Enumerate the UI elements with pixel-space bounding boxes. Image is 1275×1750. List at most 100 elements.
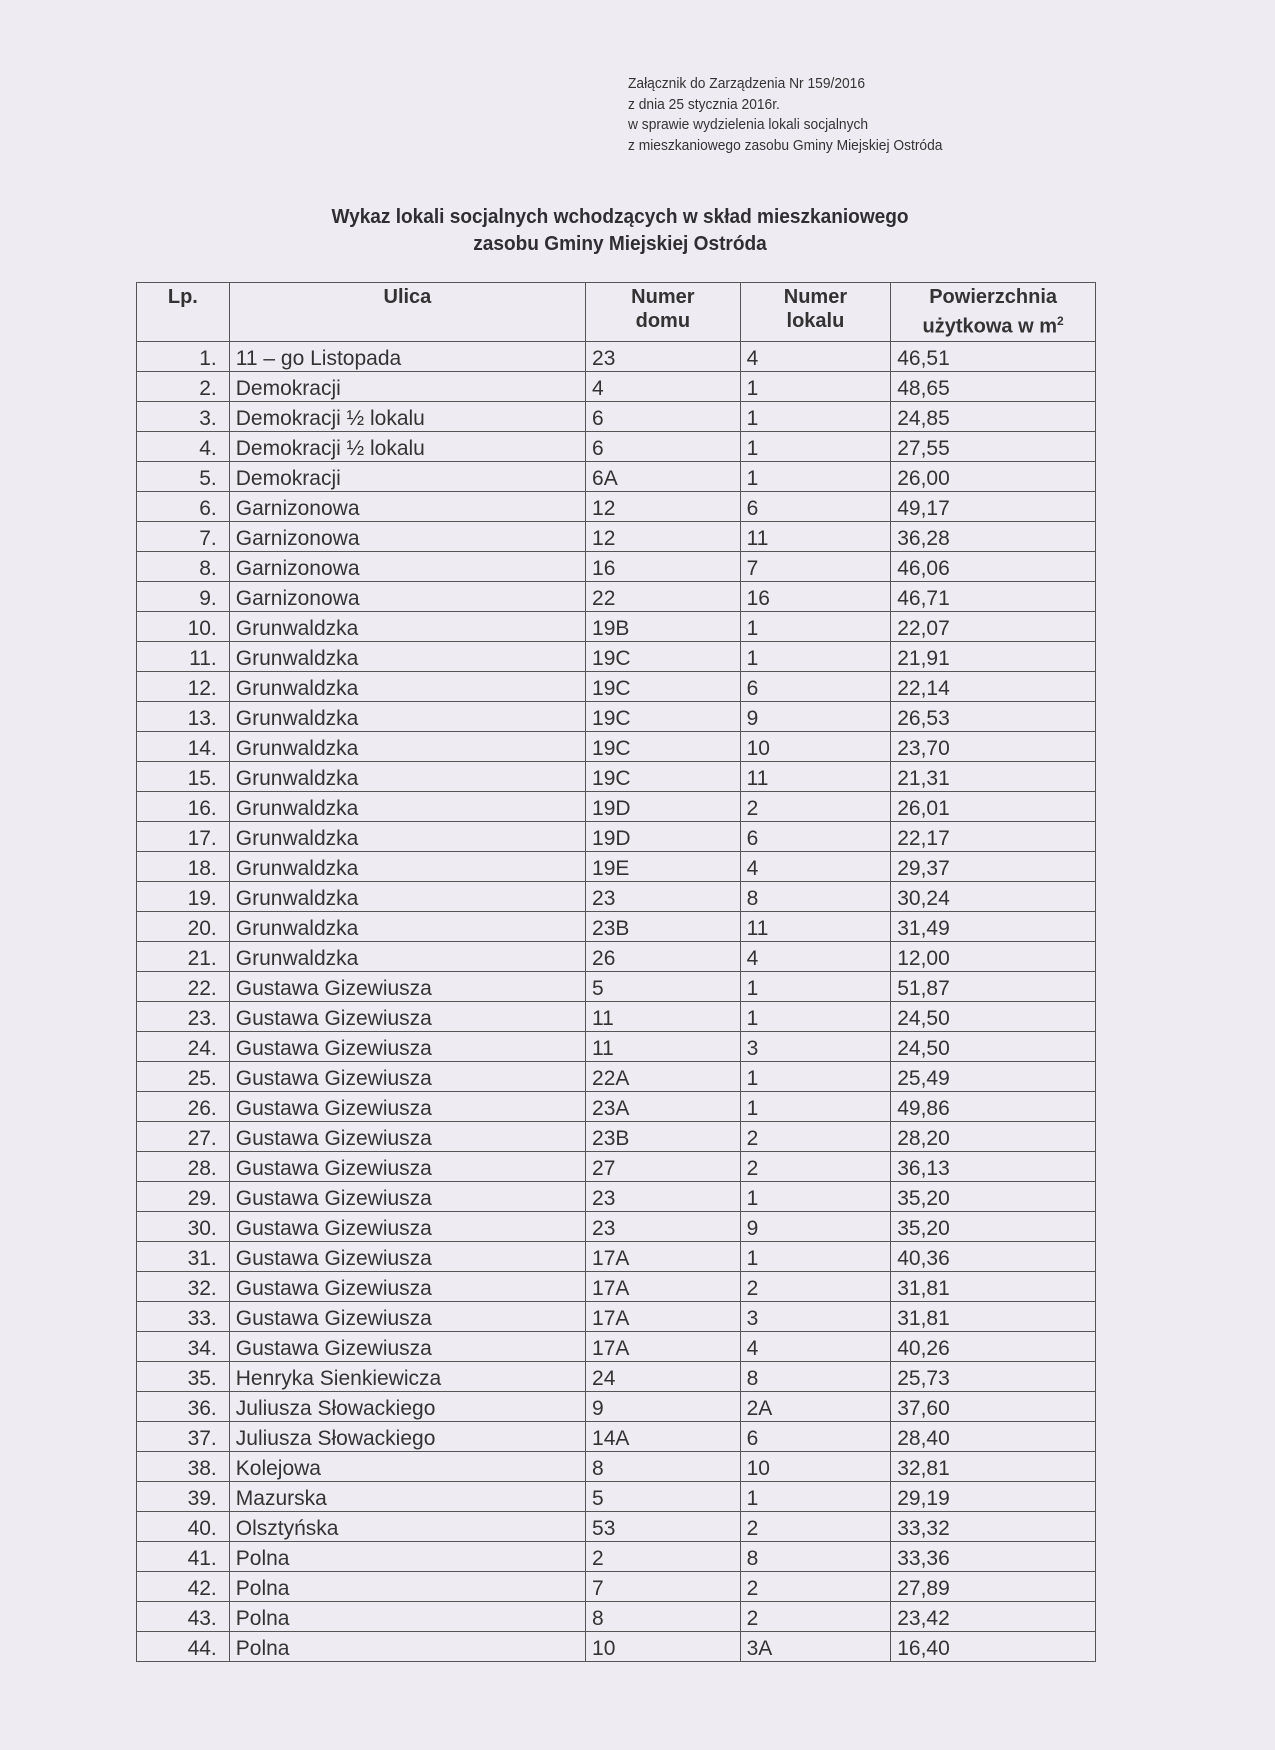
cell-lp: 44.	[136, 1630, 230, 1662]
cell-powierzchnia: 28,40	[890, 1420, 1096, 1452]
cell-ulica: Polna	[228, 1570, 587, 1602]
cell-numer-domu: 19C	[585, 640, 741, 672]
cell-lp: 29.	[136, 1180, 230, 1212]
cell-numer-lokalu: 1	[739, 460, 892, 492]
cell-lp: 27.	[136, 1120, 230, 1152]
table-row: 24. Gustawa Gizewiusza 11 3 24,50	[136, 1030, 1096, 1062]
cell-numer-domu: 11	[585, 1030, 741, 1062]
cell-lp: 30.	[136, 1210, 230, 1242]
header-sup: 2	[1057, 314, 1064, 328]
cell-lp: 16.	[136, 790, 230, 822]
cell-ulica: Gustawa Gizewiusza	[228, 1090, 587, 1122]
cell-numer-domu: 16	[585, 550, 741, 582]
table-row: 33. Gustawa Gizewiusza 17A 3 31,81	[136, 1300, 1096, 1332]
header-text: Powierzchnia	[929, 286, 1058, 308]
cell-numer-domu: 19C	[585, 670, 741, 702]
table-row: 5. Demokracji 6A 1 26,00	[136, 460, 1096, 492]
cell-lp: 35.	[136, 1360, 230, 1392]
cell-powierzchnia: 36,13	[890, 1150, 1096, 1182]
table-row: 15. Grunwaldzka 19C 11 21,31	[136, 760, 1096, 792]
cell-lp: 21.	[136, 940, 230, 972]
header-ulica: Ulica	[228, 282, 587, 342]
cell-numer-lokalu: 4	[739, 850, 892, 882]
cell-ulica: Polna	[228, 1540, 587, 1572]
cell-numer-domu: 23	[585, 880, 741, 912]
cell-powierzchnia: 28,20	[890, 1120, 1096, 1152]
cell-ulica: Grunwaldzka	[228, 880, 587, 912]
table-row: 29. Gustawa Gizewiusza 23 1 35,20	[136, 1180, 1096, 1212]
cell-numer-lokalu: 3	[739, 1300, 892, 1332]
cell-numer-domu: 19D	[585, 790, 741, 822]
table-row: 38. Kolejowa 8 10 32,81	[136, 1450, 1096, 1482]
cell-powierzchnia: 24,50	[890, 1000, 1096, 1032]
cell-ulica: Polna	[228, 1630, 587, 1662]
cell-numer-lokalu: 10	[739, 730, 892, 762]
cell-ulica: Juliusza Słowackiego	[228, 1420, 587, 1452]
cell-lp: 11.	[136, 640, 230, 672]
header-text: Numer	[631, 286, 695, 308]
cell-ulica: Kolejowa	[228, 1450, 587, 1482]
cell-numer-domu: 5	[585, 1480, 741, 1512]
cell-numer-lokalu: 1	[739, 1060, 892, 1092]
cell-ulica: Gustawa Gizewiusza	[228, 1180, 587, 1212]
cell-numer-domu: 11	[585, 1000, 741, 1032]
cell-numer-lokalu: 2	[739, 1150, 892, 1182]
cell-lp: 14.	[136, 730, 230, 762]
title-line: zasobu Gminy Miejskiej Ostróda	[473, 232, 767, 255]
table-row: 26. Gustawa Gizewiusza 23A 1 49,86	[136, 1090, 1096, 1122]
cell-lp: 7.	[136, 520, 230, 552]
cell-numer-lokalu: 6	[739, 1420, 892, 1452]
cell-powierzchnia: 30,24	[890, 880, 1096, 912]
cell-powierzchnia: 33,32	[890, 1510, 1096, 1542]
table-row: 9. Garnizonowa 22 16 46,71	[136, 580, 1096, 612]
cell-ulica: Grunwaldzka	[228, 760, 587, 792]
cell-lp: 10.	[136, 610, 230, 642]
cell-numer-lokalu: 2	[739, 1120, 892, 1152]
cell-lp: 32.	[136, 1270, 230, 1302]
cell-numer-lokalu: 1	[739, 1090, 892, 1122]
cell-lp: 42.	[136, 1570, 230, 1602]
cell-powierzchnia: 26,00	[890, 460, 1096, 492]
cell-numer-lokalu: 1	[739, 370, 892, 402]
cell-powierzchnia: 23,70	[890, 730, 1096, 762]
cell-ulica: Demokracji	[228, 460, 587, 492]
cell-ulica: Gustawa Gizewiusza	[228, 1030, 587, 1062]
cell-ulica: Gustawa Gizewiusza	[228, 1330, 587, 1362]
cell-numer-domu: 23A	[585, 1090, 741, 1122]
cell-ulica: Garnizonowa	[228, 580, 587, 612]
table-row: 21. Grunwaldzka 26 4 12,00	[136, 940, 1096, 972]
table-row: 14. Grunwaldzka 19C 10 23,70	[136, 730, 1096, 762]
cell-numer-lokalu: 1	[739, 1000, 892, 1032]
cell-powierzchnia: 35,20	[890, 1180, 1096, 1212]
cell-ulica: Garnizonowa	[228, 550, 587, 582]
table-row: 25. Gustawa Gizewiusza 22A 1 25,49	[136, 1060, 1096, 1092]
cell-ulica: Henryka Sienkiewicza	[228, 1360, 587, 1392]
cell-numer-lokalu: 2	[739, 1270, 892, 1302]
cell-lp: 17.	[136, 820, 230, 852]
document-title: Wykaz lokali socjalnych wchodzących w sk…	[229, 203, 1010, 257]
cell-numer-domu: 27	[585, 1150, 741, 1182]
cell-ulica: Grunwaldzka	[228, 610, 587, 642]
cell-lp: 25.	[136, 1060, 230, 1092]
table-row: 32. Gustawa Gizewiusza 17A 2 31,81	[136, 1270, 1096, 1302]
cell-powierzchnia: 24,85	[890, 400, 1096, 432]
cell-ulica: Grunwaldzka	[228, 820, 587, 852]
table-row: 35. Henryka Sienkiewicza 24 8 25,73	[136, 1360, 1096, 1392]
cell-numer-lokalu: 9	[739, 700, 892, 732]
table-row: 22. Gustawa Gizewiusza 5 1 51,87	[136, 970, 1096, 1002]
table-row: 17. Grunwaldzka 19D 6 22,17	[136, 820, 1096, 852]
cell-ulica: Gustawa Gizewiusza	[228, 1270, 587, 1302]
cell-numer-domu: 12	[585, 520, 741, 552]
cell-ulica: Gustawa Gizewiusza	[228, 1300, 587, 1332]
cell-lp: 13.	[136, 700, 230, 732]
cell-numer-domu: 19E	[585, 850, 741, 882]
cell-powierzchnia: 31,81	[890, 1300, 1096, 1332]
cell-numer-lokalu: 1	[739, 1180, 892, 1212]
cell-powierzchnia: 40,26	[890, 1330, 1096, 1362]
cell-ulica: Gustawa Gizewiusza	[228, 1060, 587, 1092]
cell-numer-lokalu: 2	[739, 1570, 892, 1602]
cell-numer-lokalu: 2	[739, 1600, 892, 1632]
table-row: 27. Gustawa Gizewiusza 23B 2 28,20	[136, 1120, 1096, 1152]
cell-numer-domu: 53	[585, 1510, 741, 1542]
cell-powierzchnia: 46,06	[890, 550, 1096, 582]
